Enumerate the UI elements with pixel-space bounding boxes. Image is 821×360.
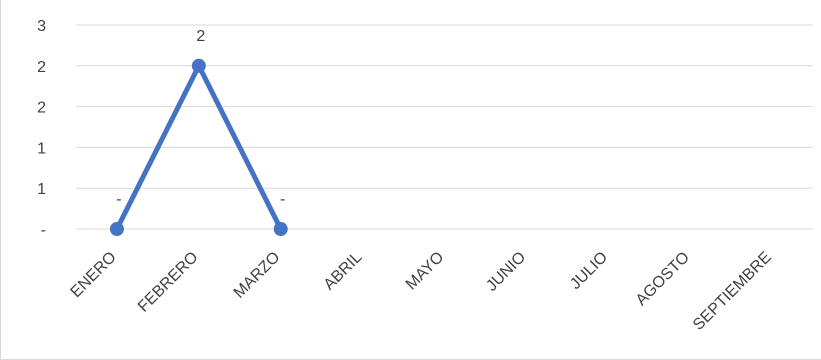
x-tick-label: SEPTIEMBRE (690, 249, 775, 334)
x-tick-label: JUNIO (483, 249, 529, 295)
data-point (109, 222, 124, 236)
x-tick-label: MAYO (403, 249, 448, 294)
data-point (191, 58, 206, 73)
y-tick-label: 3 (37, 18, 46, 35)
x-tick-label: ENERO (68, 249, 120, 301)
data-point (273, 222, 288, 236)
x-tick-label: ABRIL (321, 249, 366, 294)
y-tick-label: 2 (37, 100, 46, 117)
data-label: - (116, 191, 121, 208)
y-tick-label: - (41, 222, 46, 239)
y-tick-label: 1 (37, 140, 46, 157)
x-tick-label: MARZO (231, 249, 284, 302)
x-tick-label: AGOSTO (633, 249, 693, 309)
y-tick-label: 1 (37, 181, 46, 198)
x-tick-label: JULIO (567, 249, 611, 293)
data-label: 2 (196, 28, 205, 45)
data-label: - (280, 191, 285, 208)
y-tick-label: 2 (37, 59, 46, 76)
x-tick-label: FEBRERO (135, 249, 202, 316)
